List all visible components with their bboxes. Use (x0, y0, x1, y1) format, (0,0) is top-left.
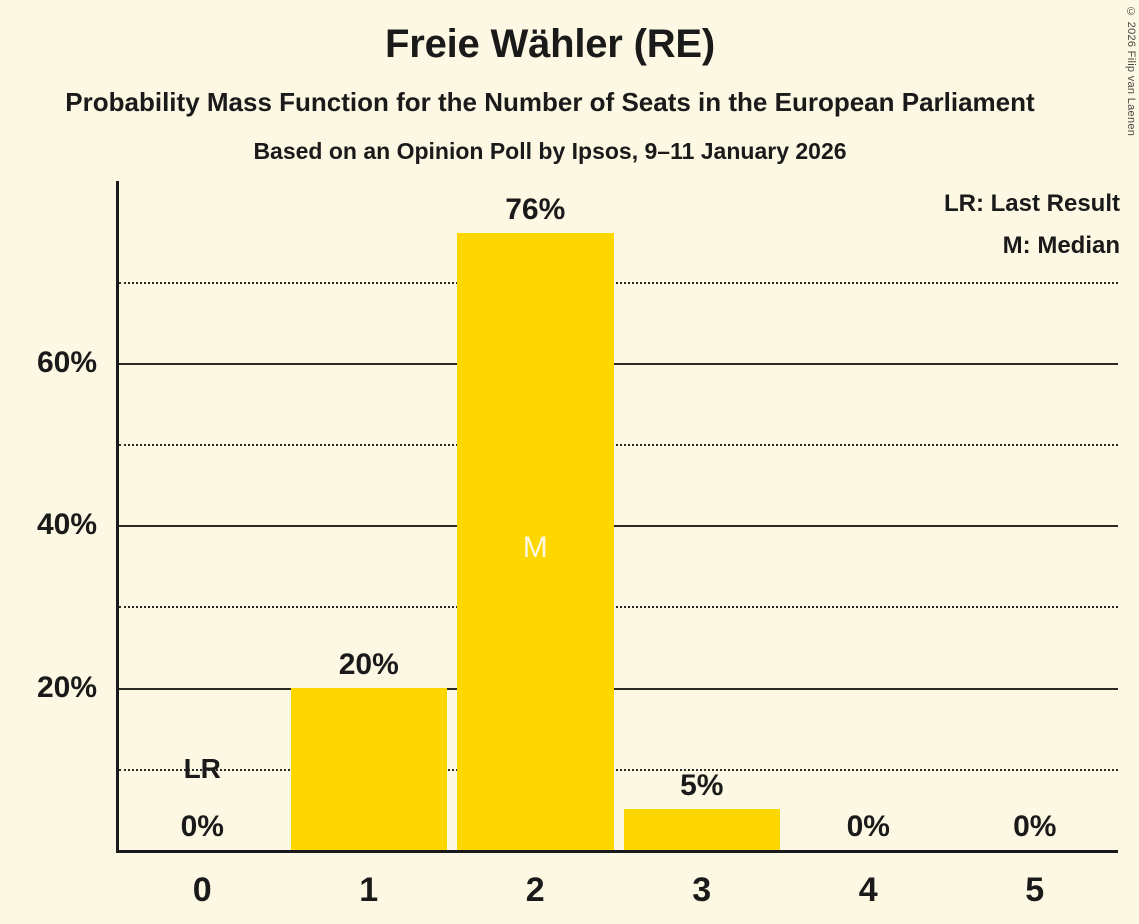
bar-column[interactable]: 0% LR (119, 181, 286, 850)
gridline-major (119, 525, 1118, 528)
bar-column[interactable]: 0% (785, 181, 952, 850)
last-result-marker: LR (183, 752, 221, 784)
x-axis-tick-label: 4 (858, 871, 878, 909)
chart-legend: LR: Last Result M: Median (944, 183, 1120, 267)
bar-value-label: 20% (338, 647, 399, 681)
bar-column[interactable]: 5% (619, 181, 786, 850)
gridline-minor (119, 444, 1118, 447)
bar[interactable] (623, 809, 780, 850)
bar-value-label: 0% (180, 810, 224, 843)
x-axis-line (116, 850, 1118, 853)
x-axis-tick-label: 0 (192, 871, 212, 909)
gridline-minor (119, 606, 1118, 609)
y-axis-tick-label: 60% (36, 345, 97, 379)
bar-value-label: 5% (680, 769, 724, 803)
legend-item-median: M: Median (1002, 232, 1120, 259)
bar-column[interactable]: 20% (286, 181, 453, 850)
plot-area: 20% 40% 60% 0% LR 20% 76% M 5% 0% 0% 0 1 2 3 4 5 (37, 181, 1119, 909)
y-axis-tick-label: 40% (36, 508, 97, 542)
bar-column[interactable]: 0% (952, 181, 1119, 850)
bar[interactable] (457, 232, 614, 850)
y-axis-tick-label: 20% (36, 670, 97, 704)
y-axis-line (116, 181, 119, 850)
chart-subtitle: Probability Mass Function for the Number… (65, 87, 1035, 117)
bar-value-label: 0% (846, 810, 890, 843)
chart-source-subtitle: Based on an Opinion Poll by Ipsos, 9–11 … (253, 138, 847, 164)
x-axis-tick-label: 1 (359, 871, 379, 909)
bar-column[interactable]: 76% M (452, 181, 619, 850)
gridline-major (119, 687, 1118, 690)
legend-item-last-result: LR: Last Result (943, 190, 1120, 217)
x-axis-tick-label: 5 (1025, 871, 1045, 909)
gridline-minor (119, 281, 1118, 284)
bar-value-label: 76% (505, 192, 566, 226)
bar-value-label: 0% (1013, 810, 1057, 843)
page-title: Freie Wähler (RE) (385, 22, 715, 66)
copyright-notice: © 2026 Filip van Laenen (1125, 6, 1137, 137)
bar[interactable] (290, 687, 447, 850)
x-axis-tick-label: 2 (525, 871, 545, 909)
median-marker: M (522, 531, 548, 564)
gridline-minor (119, 768, 1118, 771)
gridline-major (119, 362, 1118, 365)
x-axis-tick-label: 3 (692, 871, 712, 909)
